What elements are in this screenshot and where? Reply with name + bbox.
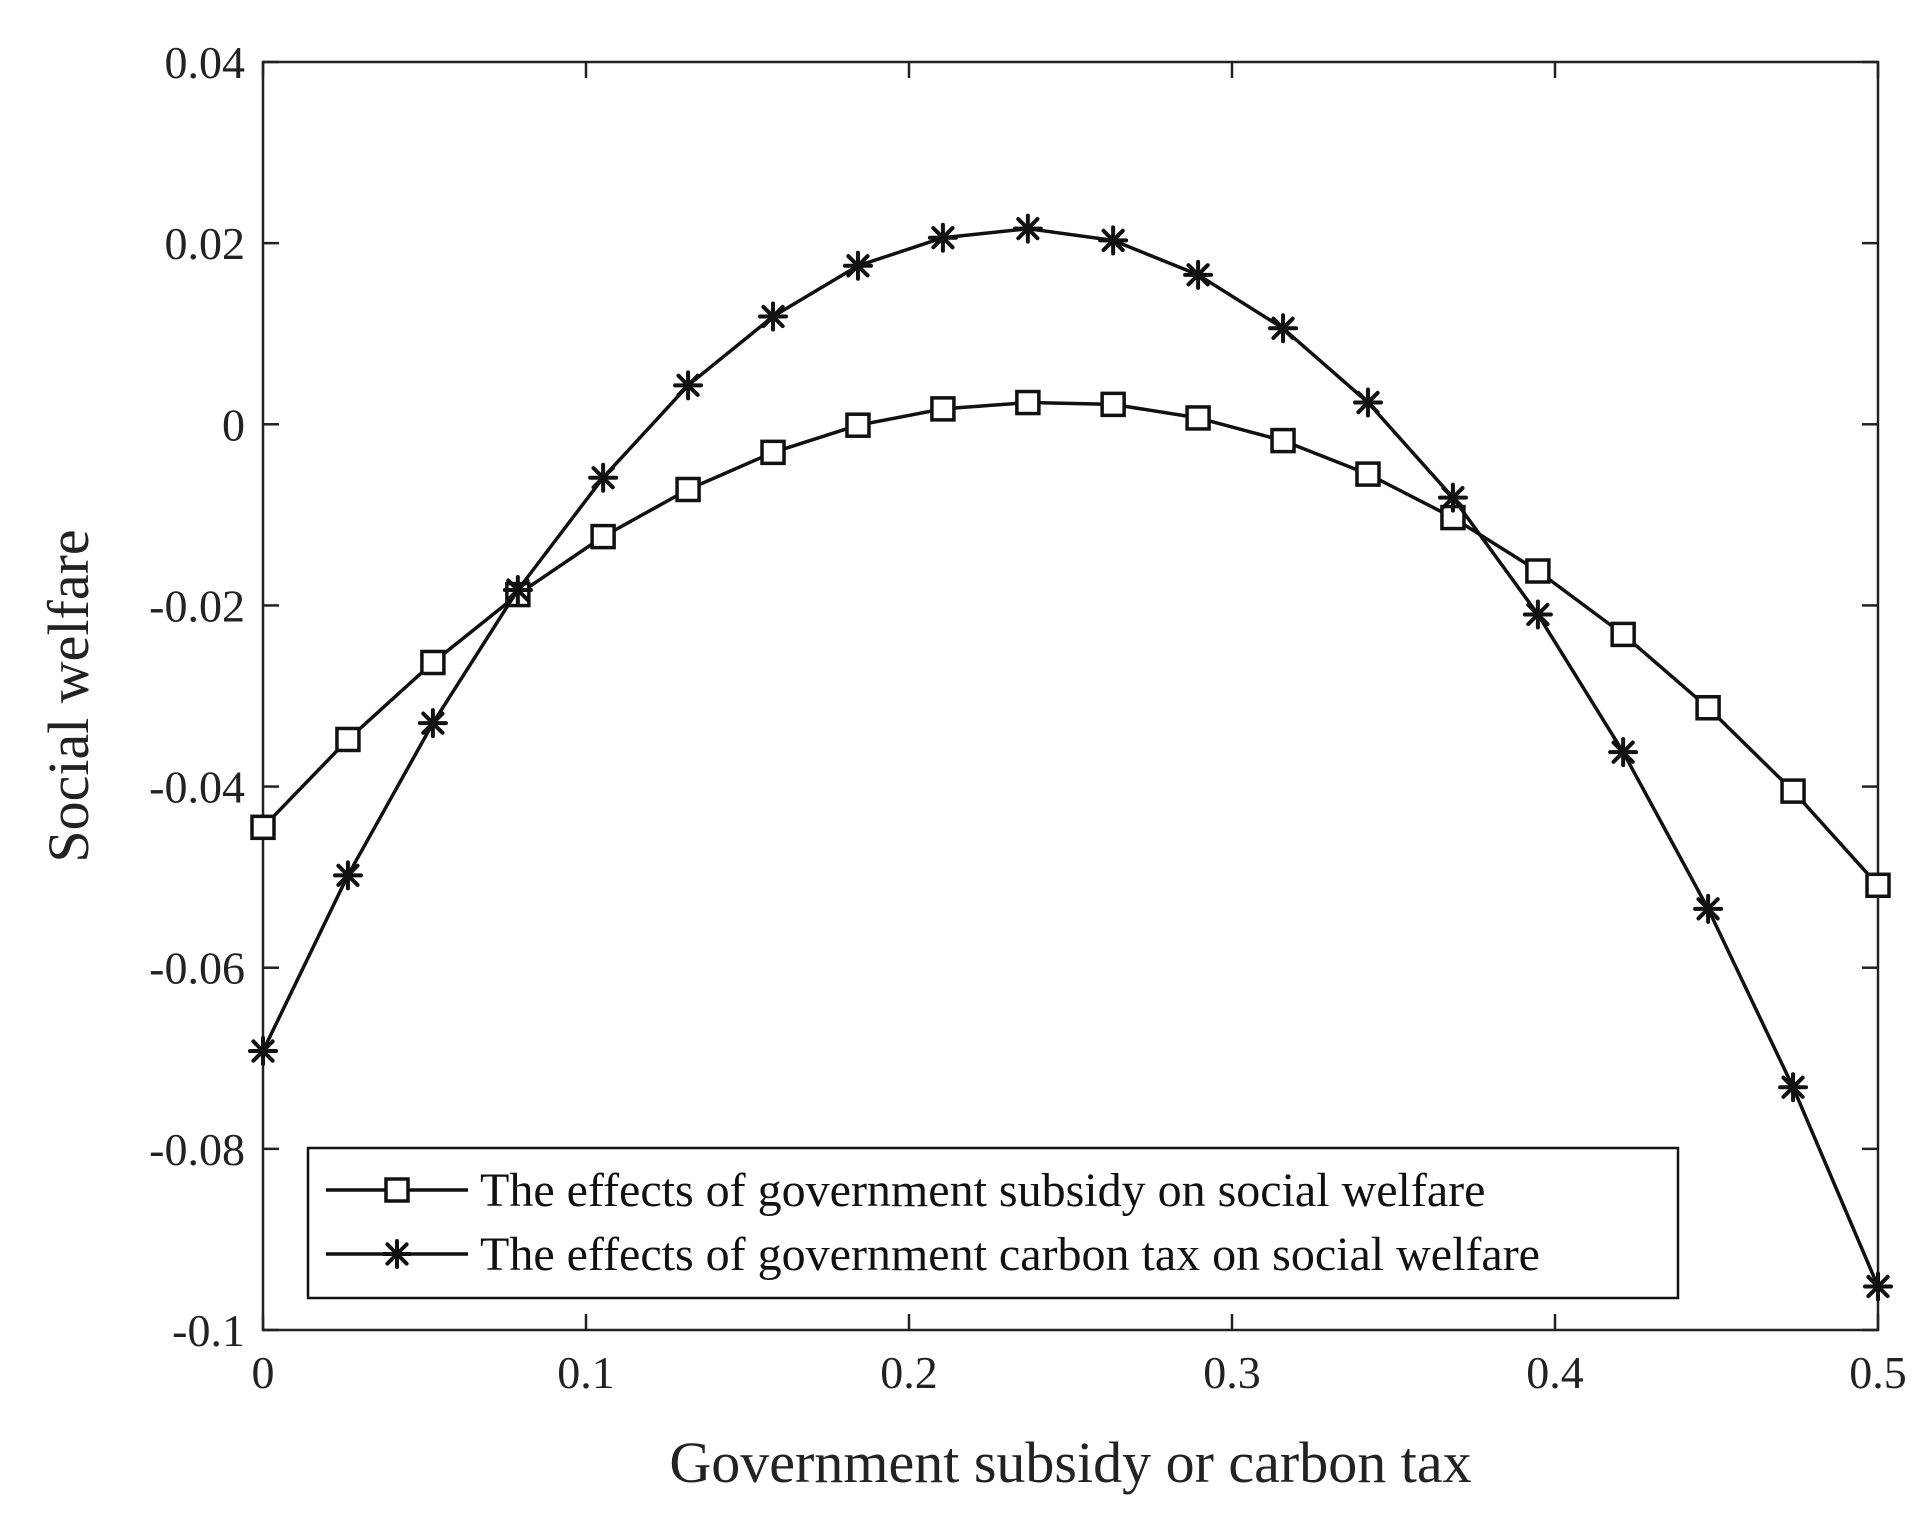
y-tick-label: -0.04 <box>149 762 245 813</box>
marker-square <box>335 726 361 753</box>
marker-square <box>930 396 956 422</box>
marker-star <box>1268 313 1299 344</box>
plot-frame <box>261 60 1880 1332</box>
marker-star <box>758 301 789 332</box>
series-line <box>261 226 1880 1288</box>
x-tick-label: 0.2 <box>880 1347 938 1398</box>
marker-star <box>1352 387 1383 418</box>
x-tick-label: 0.1 <box>557 1347 615 1398</box>
legend: The effects of government subsidy on soc… <box>306 1146 1680 1300</box>
marker-star <box>1098 225 1129 256</box>
series-line <box>261 400 1880 887</box>
series-carbon-tax <box>248 213 1893 1302</box>
y-tick-label: -0.02 <box>149 580 245 631</box>
marker-square <box>1610 621 1636 648</box>
y-tick-label: -0.1 <box>172 1305 245 1356</box>
marker-square <box>1780 778 1806 804</box>
y-tick-label: -0.06 <box>149 943 245 994</box>
marker-star <box>1437 482 1468 513</box>
y-tick-label: 0 <box>222 399 245 450</box>
y-axis-title: Social welfare <box>36 529 101 862</box>
x-axis-title: Government subsidy or carbon tax <box>669 1430 1471 1495</box>
marker-star <box>332 860 363 891</box>
legend-box <box>306 1146 1680 1300</box>
x-tick-label: 0 <box>252 1347 275 1398</box>
marker-square <box>384 1177 410 1203</box>
marker-star <box>673 370 704 401</box>
marker-star <box>1693 893 1724 924</box>
legend-item: The effects of government carbon tax on … <box>326 1228 1540 1281</box>
marker-square <box>1525 558 1551 584</box>
marker-square <box>675 476 701 503</box>
axes-layer: 0 0.1 0.2 0.3 0.4 0.5 0.04 0.02 0 -0.02 -0.04 -0.06… <box>149 37 1907 1398</box>
marker-star <box>1608 737 1639 768</box>
marker-square <box>420 649 446 676</box>
marker-star <box>1863 1271 1893 1302</box>
marker-square <box>1015 389 1041 416</box>
marker-square <box>1355 461 1381 487</box>
marker-square <box>1185 405 1211 431</box>
marker-square <box>1865 872 1891 899</box>
series-subsidy <box>250 389 1891 899</box>
legend-label: The effects of government carbon tax on … <box>480 1228 1540 1281</box>
marker-star <box>842 250 873 281</box>
marker-star <box>382 1239 412 1269</box>
marker-star <box>1183 259 1214 290</box>
marker-square <box>845 412 871 438</box>
marker-star <box>588 462 619 493</box>
marker-star <box>1522 599 1553 630</box>
legend-item: The effects of government subsidy on soc… <box>326 1164 1485 1217</box>
x-tick-label: 0.5 <box>1849 1347 1907 1398</box>
marker-star <box>417 708 448 739</box>
marker-star <box>1012 213 1043 244</box>
legend-label: The effects of government subsidy on soc… <box>480 1164 1485 1217</box>
marker-square <box>590 523 616 550</box>
marker-star <box>502 575 533 606</box>
marker-star <box>248 1036 278 1067</box>
x-tick-label: 0.4 <box>1526 1347 1584 1398</box>
y-tick-label: 0.04 <box>165 37 246 88</box>
marker-star <box>1778 1072 1809 1103</box>
marker-star <box>927 222 958 253</box>
y-tick-label: 0.02 <box>165 218 246 269</box>
series-layer <box>248 213 1893 1302</box>
marker-square <box>1100 391 1126 418</box>
x-tick-label: 0.3 <box>1203 1347 1261 1398</box>
marker-square <box>1695 695 1721 721</box>
marker-square <box>760 439 786 466</box>
y-tick-label: -0.08 <box>149 1124 245 1175</box>
marker-square <box>250 814 276 841</box>
marker-square <box>1270 427 1296 454</box>
